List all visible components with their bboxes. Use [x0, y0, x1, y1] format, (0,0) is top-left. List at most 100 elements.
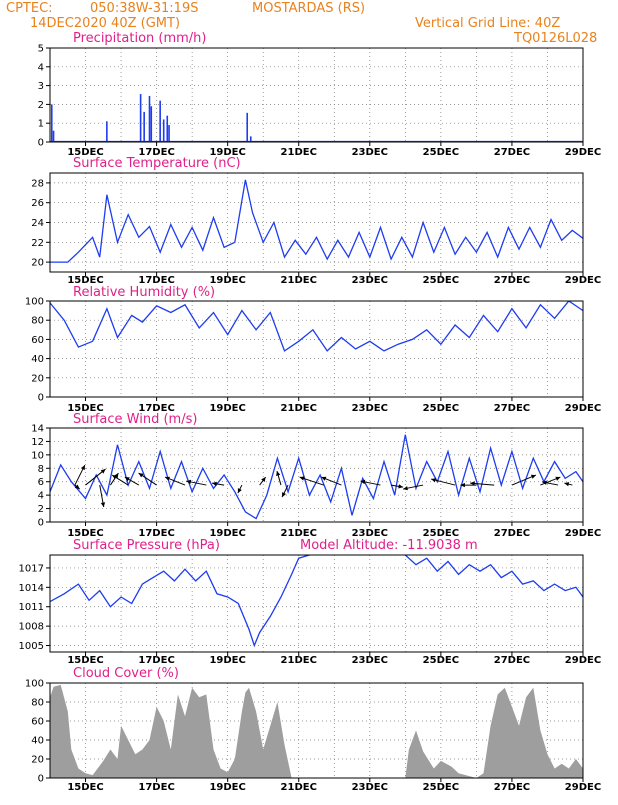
- wind-vector-head: [530, 474, 536, 479]
- panel-title: Relative Humidity (%): [73, 285, 215, 300]
- wind-vector-head: [460, 482, 465, 488]
- x-tick-label: 29DEC: [565, 782, 601, 793]
- wind-vector: [281, 484, 289, 498]
- x-tick-label: 27DEC: [494, 147, 530, 158]
- wind-vector-head: [360, 479, 366, 485]
- precip-bar: [139, 94, 142, 142]
- x-tick-label: 19DEC: [209, 147, 245, 158]
- x-tick-label: 27DEC: [494, 528, 530, 539]
- wind-vector-head: [431, 478, 436, 483]
- y-tick-label: 2: [38, 100, 44, 111]
- y-tick-label: 0: [38, 774, 44, 785]
- wind-vector: [276, 470, 282, 486]
- y-tick-label: 2: [38, 504, 44, 515]
- y-tick-label: 40: [31, 354, 44, 365]
- panel-title: Surface Pressure (hPa): [73, 538, 220, 553]
- x-tick-label: 21DEC: [281, 147, 317, 158]
- wind-vector-head: [212, 481, 217, 486]
- x-tick-label: 27DEC: [494, 275, 530, 286]
- header-gridline: Vertical Grid Line: 40Z: [415, 16, 560, 31]
- y-tick-label: 12: [31, 437, 44, 448]
- precip-bar: [106, 121, 108, 142]
- panel-4: Surface Pressure (hPa) Model Altitude: -1…: [19, 538, 602, 666]
- wind-vector: [74, 484, 80, 490]
- x-tick-label: 15DEC: [67, 782, 103, 793]
- y-tick-label: 3: [38, 81, 44, 92]
- wind-vector-head: [564, 482, 570, 487]
- x-tick-label: 25DEC: [423, 403, 459, 414]
- y-tick-label: 1008: [19, 622, 44, 633]
- panel-frame: [49, 554, 584, 653]
- y-tick-label: 6: [38, 477, 44, 488]
- y-tick-label: 5: [38, 44, 44, 55]
- wind-vector: [164, 476, 186, 486]
- series-line: [50, 179, 583, 263]
- x-tick-label: 21DEC: [281, 528, 317, 539]
- x-tick-label: 21DEC: [281, 655, 317, 666]
- wind-vector-head: [124, 477, 130, 482]
- wind-vector: [74, 464, 86, 486]
- x-tick-label: 17DEC: [138, 403, 174, 414]
- y-tick-label: 10: [31, 450, 44, 461]
- x-tick-label: 15DEC: [67, 275, 103, 286]
- precip-bar: [162, 119, 165, 142]
- x-tick-label: 17DEC: [138, 528, 174, 539]
- wind-vector-head: [261, 477, 266, 482]
- x-tick-label: 19DEC: [209, 782, 245, 793]
- precip-bar: [143, 111, 145, 142]
- panel-frame: [49, 47, 584, 143]
- wind-vector: [430, 478, 456, 486]
- y-tick-label: 1014: [19, 583, 44, 594]
- y-tick-label: 0: [38, 393, 44, 404]
- panel-title: Surface Temperature (nC): [73, 156, 241, 171]
- y-tick-label: 60: [31, 717, 44, 728]
- panel-1: Surface Temperature (nC) 20 22 24 26 28 15DEC 1…: [31, 156, 601, 286]
- wind-vector-head: [74, 484, 80, 490]
- header-model: TQ0126L028: [513, 31, 597, 46]
- precip-bar: [166, 115, 169, 142]
- y-tick-label: 40: [31, 736, 44, 747]
- panel-0: Precipitation (mm/h) 0 1 2 3 4 5 15DEC 17DEC 19DE…: [38, 31, 602, 158]
- x-tick-label: 15DEC: [67, 147, 103, 158]
- wind-vector-head: [80, 465, 85, 471]
- x-tick-label: 19DEC: [209, 528, 245, 539]
- wind-vector-head: [165, 476, 170, 481]
- panel-title: Precipitation (mm/h): [73, 31, 206, 46]
- x-tick-label: 17DEC: [138, 275, 174, 286]
- wind-vector: [186, 479, 207, 486]
- x-tick-label: 17DEC: [138, 147, 174, 158]
- y-tick-label: 8: [38, 464, 44, 475]
- wind-vector: [237, 484, 243, 494]
- panel-title: Surface Wind (m/s): [73, 412, 197, 427]
- y-tick-label: 20: [31, 755, 44, 766]
- precip-bar: [148, 95, 151, 142]
- x-tick-label: 19DEC: [209, 403, 245, 414]
- x-tick-label: 25DEC: [423, 782, 459, 793]
- wind-vector-head: [398, 484, 404, 489]
- wind-vector-head: [555, 476, 561, 481]
- wind-vector: [299, 476, 324, 486]
- precip-bar: [246, 112, 249, 142]
- y-tick-label: 1017: [19, 563, 44, 574]
- wind-vector: [470, 481, 495, 486]
- wind-vector-head: [186, 479, 192, 485]
- panel-frame: [49, 682, 584, 779]
- y-tick-label: 1: [38, 119, 44, 130]
- panel-5: Cloud Cover (%) 0 20 40 60 80 100 15DEC 17DEC 19D…: [25, 666, 601, 793]
- wind-vector: [564, 482, 573, 487]
- x-tick-label: 15DEC: [67, 528, 103, 539]
- x-tick-label: 27DEC: [494, 403, 530, 414]
- wind-vector: [85, 468, 106, 486]
- x-tick-label: 21DEC: [281, 782, 317, 793]
- precip-bar: [159, 100, 161, 142]
- y-tick-label: 80: [31, 316, 44, 327]
- precip-bar: [150, 106, 153, 142]
- wind-vector-head: [237, 488, 242, 494]
- y-tick-label: 20: [31, 258, 44, 269]
- wind-vector: [99, 484, 106, 508]
- y-tick-label: 100: [25, 297, 44, 308]
- wind-vector: [360, 479, 381, 486]
